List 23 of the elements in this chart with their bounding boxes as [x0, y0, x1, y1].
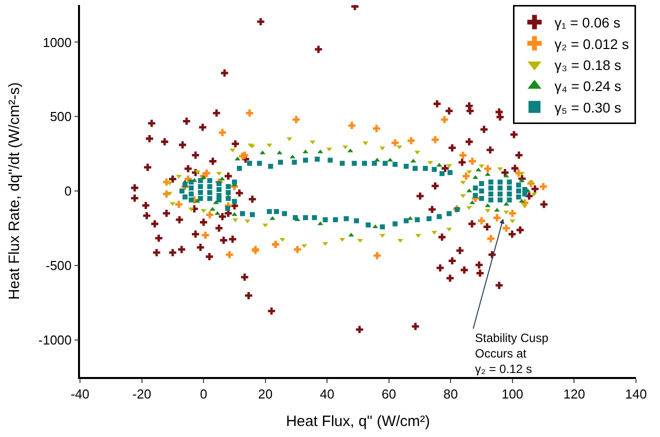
- x-tick-label: 60: [382, 386, 396, 402]
- x-tick-label: -20: [132, 386, 152, 402]
- y-tick-label: -500: [46, 258, 72, 273]
- legend-label: γ₃ = 0.18 s: [554, 56, 622, 73]
- y-tick-label: -1000: [38, 332, 72, 348]
- annotation: Stability Cusp Occurs at γ₂ = 0.12 s: [475, 331, 549, 376]
- x-tick-label: 140: [625, 386, 647, 402]
- y-tick-label: 0: [64, 184, 72, 199]
- legend-label: γ₂ = 0.012 s: [554, 36, 629, 52]
- x-tick-label: 40: [320, 386, 334, 402]
- x-tick-label: 80: [443, 386, 458, 402]
- x-axis-title: Heat Flux, q'' (W/cm²): [286, 412, 430, 430]
- y-tick-label: 500: [50, 109, 72, 124]
- y-axis-title: Heat Flux Rate, dq''/dt (W/cm²-s): [6, 82, 24, 300]
- x-tick-label: 100: [502, 386, 524, 402]
- x-tick-label: 0: [200, 386, 208, 402]
- x-tick-label: 120: [563, 386, 586, 402]
- x-tick-label: -40: [70, 386, 90, 402]
- legend-label: γ₅ = 0.30 s: [554, 99, 622, 116]
- x-tick-label: 20: [258, 386, 273, 402]
- y-tick-label: 1000: [42, 34, 72, 50]
- legend-label: γ₁ = 0.06 s: [554, 14, 620, 31]
- legend-label: γ₄ = 0.24 s: [554, 78, 622, 94]
